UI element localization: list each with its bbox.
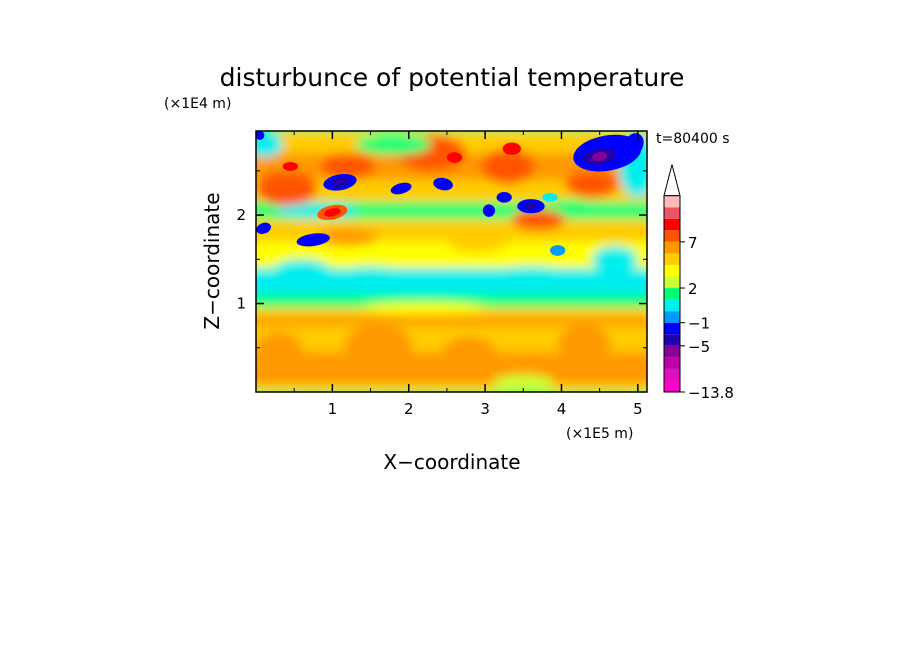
colorbar-bin (664, 253, 680, 265)
time-label: t=80400 s (656, 131, 730, 147)
colorbar-bin (664, 311, 680, 323)
x-tick-label: 1 (328, 400, 338, 418)
contour-field (256, 131, 647, 392)
y-axis: 12 (236, 170, 647, 349)
colorbar-bin (664, 345, 680, 358)
colorbar-bin (664, 334, 680, 346)
x-scale-label: (×1E5 m) (566, 426, 633, 442)
x-axis: 1 2 3 4 5 (293, 131, 643, 418)
colorbar-extend-arrow (663, 164, 681, 197)
colorbar-tick-label: −5 (688, 338, 710, 356)
colorbar-bin (664, 218, 680, 231)
colorbar-tick-label: −13.8 (688, 384, 734, 402)
y-scale-label: (×1E4 m) (164, 96, 231, 112)
colorbar-tick-label: 2 (688, 280, 698, 298)
x-tick-label: 3 (480, 400, 490, 418)
colorbar-bin (664, 230, 680, 242)
colorbar-bin (664, 195, 680, 208)
colorbar-bin (664, 357, 680, 369)
plot-frame (255, 130, 648, 393)
colorbar-bin (664, 380, 680, 392)
colorbar-bin (664, 368, 680, 381)
colorbar-bin (664, 207, 680, 219)
y-tick-label: 1 (236, 295, 246, 313)
colorbar-tick-label: 7 (688, 234, 698, 252)
x-tick-label: 4 (557, 400, 567, 418)
colorbar-bin (664, 288, 680, 300)
colorbar-bin (664, 264, 680, 277)
y-tick-label: 2 (236, 206, 246, 224)
y-axis-label: Z−coordinate (200, 192, 224, 329)
chart-title: disturbunce of potential temperature (220, 63, 685, 92)
colorbar: −13.8 −5 −1 2 7 (663, 164, 734, 402)
colorbar-bin (664, 322, 680, 335)
colorbar-bin (664, 276, 680, 289)
x-tick-label: 2 (404, 400, 414, 418)
colorbar-bin (664, 299, 680, 312)
colorbar-tick-label: −1 (688, 315, 710, 333)
colorbar-bin (664, 241, 680, 254)
x-tick-label: 5 (633, 400, 643, 418)
x-axis-label: X−coordinate (383, 450, 520, 474)
